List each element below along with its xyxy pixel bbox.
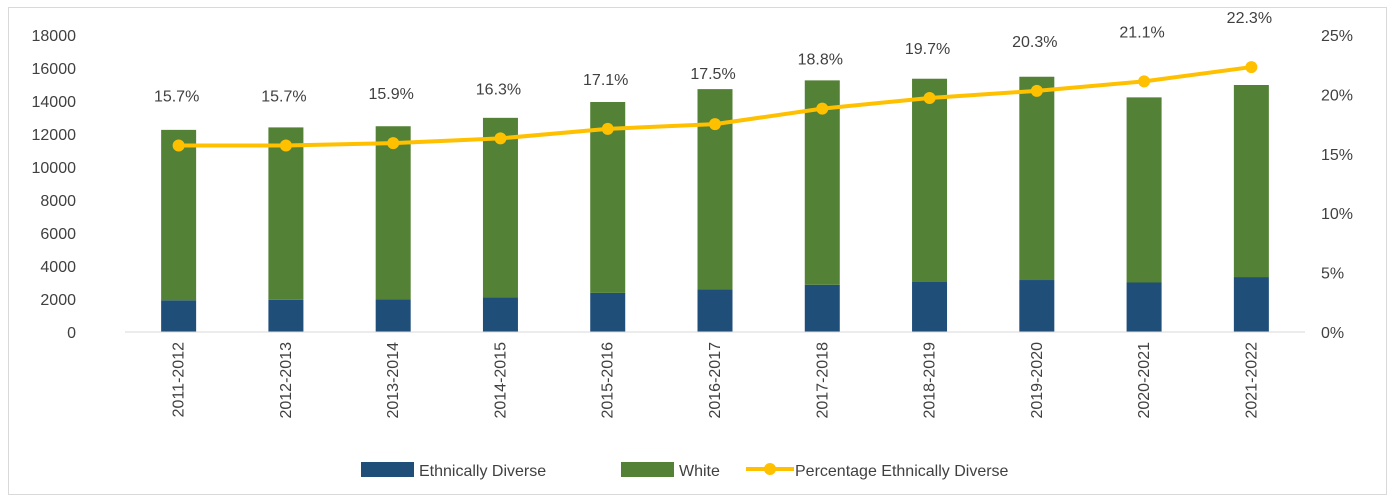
x-axis-tick-label: 2021-2022 <box>1243 342 1260 419</box>
bar-ethnically-diverse <box>804 284 840 332</box>
bars-layer <box>161 76 1269 332</box>
right-axis-tick-label: 0% <box>1321 325 1344 342</box>
left-axis-tick-label: 14000 <box>32 94 77 111</box>
percentage-point <box>1030 84 1043 97</box>
x-axis-tick-label: 2012-2013 <box>278 342 295 419</box>
legend-swatch-white <box>621 462 674 477</box>
left-axis-tick-label: 4000 <box>40 259 76 276</box>
chart-svg: 0 2000 4000 6000 8000 10000 12000 14000 16000 180… <box>32 10 1354 480</box>
x-axis-tick-label: 2020-2021 <box>1136 342 1153 419</box>
bar-white <box>912 78 948 283</box>
left-axis-tick-label: 18000 <box>32 28 77 45</box>
percentage-data-label: 15.9% <box>368 86 413 103</box>
percentage-point <box>601 122 614 135</box>
percentage-point <box>387 137 400 150</box>
x-axis-tick-label: 2015-2016 <box>600 342 617 419</box>
bar-white <box>268 127 304 300</box>
percentage-point <box>816 102 829 115</box>
x-axis-tick-label: 2014-2015 <box>492 342 509 419</box>
left-axis-tick-label: 12000 <box>32 127 77 144</box>
percentage-data-label: 15.7% <box>154 88 199 105</box>
percentage-data-label: 18.8% <box>798 52 843 69</box>
percentage-data-label: 21.1% <box>1119 24 1164 41</box>
percentage-data-label: 16.3% <box>476 81 521 98</box>
bar-ethnically-diverse <box>482 297 518 332</box>
x-axis-labels: 2011-2012 2012-2013 2013-2014 2014-2015 2015… <box>171 342 1261 419</box>
percentage-point <box>923 91 936 104</box>
left-axis: 0 2000 4000 6000 8000 10000 12000 14000 16000 180… <box>32 28 77 342</box>
left-axis-tick-label: 10000 <box>32 160 77 177</box>
percentage-data-label: 17.5% <box>690 66 735 83</box>
x-axis-tick-label: 2013-2014 <box>385 342 402 419</box>
legend-label-white: White <box>679 463 720 480</box>
x-axis-tick-label: 2018-2019 <box>922 342 939 419</box>
bar-white <box>482 117 518 298</box>
x-axis-tick-label: 2016-2017 <box>707 342 724 419</box>
bar-white <box>1233 84 1269 278</box>
right-axis-tick-label: 10% <box>1321 206 1353 223</box>
legend: Ethnically Diverse White Percentage Ethn… <box>361 462 1009 480</box>
x-axis-tick-label: 2017-2018 <box>814 342 831 419</box>
left-axis-tick-label: 2000 <box>40 292 76 309</box>
bar-ethnically-diverse <box>1019 280 1055 332</box>
percentage-data-label: 17.1% <box>583 72 628 89</box>
percentage-point <box>709 118 721 131</box>
percentage-data-label: 20.3% <box>1012 34 1057 51</box>
chart-frame: 0 2000 4000 6000 8000 10000 12000 14000 16000 180… <box>8 7 1387 495</box>
percentage-point <box>1138 75 1151 88</box>
bar-ethnically-diverse <box>268 299 304 332</box>
right-axis-tick-label: 5% <box>1321 266 1344 283</box>
left-axis-tick-label: 8000 <box>40 193 76 210</box>
left-axis-tick-label: 0 <box>67 325 76 342</box>
x-axis-tick-label: 2011-2012 <box>171 342 188 417</box>
percentage-line-layer: 15.7% 15.7% 15.9% 16.3% 17.1% 17.5% 18.8% 19.7%… <box>154 10 1272 152</box>
legend-swatch-ethnically-diverse <box>361 462 414 477</box>
right-axis: 0% 5% 10% 15% 20% 25% <box>1321 28 1353 342</box>
right-axis-tick-label: 25% <box>1321 28 1353 45</box>
right-axis-tick-label: 15% <box>1321 147 1353 164</box>
bar-white <box>375 126 411 300</box>
bar-ethnically-diverse <box>161 300 197 332</box>
legend-swatch-marker <box>764 463 776 475</box>
percentage-point <box>1245 61 1258 74</box>
percentage-point <box>494 132 507 145</box>
bar-ethnically-diverse <box>375 299 411 332</box>
percentage-data-label: 15.7% <box>261 88 306 105</box>
percentage-data-label: 22.3% <box>1227 10 1272 27</box>
x-axis-tick-label: 2019-2020 <box>1029 342 1046 419</box>
bar-white <box>1126 97 1162 283</box>
right-axis-tick-label: 20% <box>1321 87 1353 104</box>
legend-label-percentage: Percentage Ethnically Diverse <box>795 463 1009 480</box>
bar-ethnically-diverse <box>697 289 733 332</box>
percentage-point <box>279 139 292 152</box>
bar-ethnically-diverse <box>1233 277 1269 332</box>
percentage-point <box>172 139 185 152</box>
bar-white <box>1019 76 1055 281</box>
legend-label-ethnically-diverse: Ethnically Diverse <box>419 463 546 480</box>
bar-ethnically-diverse <box>1126 282 1162 332</box>
bar-ethnically-diverse <box>590 292 626 332</box>
left-axis-tick-label: 6000 <box>40 226 76 243</box>
bar-ethnically-diverse <box>912 282 948 332</box>
left-axis-tick-label: 16000 <box>32 61 77 78</box>
percentage-data-label: 19.7% <box>905 41 950 58</box>
bar-white <box>161 129 197 301</box>
